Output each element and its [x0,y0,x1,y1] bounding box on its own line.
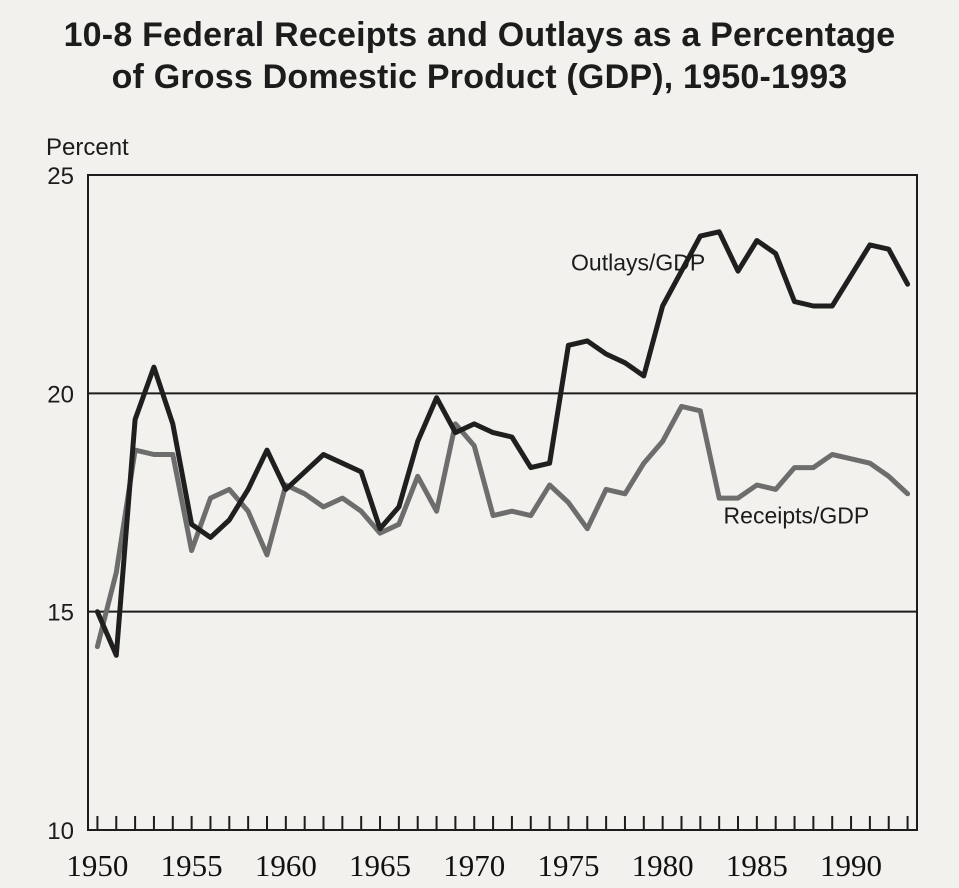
y-tick-label: 20 [47,381,74,408]
chart-title-line-1: 10-8 Federal Receipts and Outlays as a P… [63,16,896,54]
x-tick-label: 1980 [632,848,694,883]
x-tick-label: 1950 [66,848,128,883]
x-axis-ticks: 1950 1955 1960 1965 1970 1975 1980 1985 1990 [66,816,909,883]
x-tick-label: 1960 [255,848,317,883]
y-axis-label: Percent [46,134,129,161]
x-tick-label: 1970 [443,848,505,883]
x-tick-label: 1975 [537,848,599,883]
x-tick-label: 1965 [349,848,411,883]
x-tick-label: 1990 [820,848,882,883]
series-lines [94,229,911,658]
series-labels: Outlays/GDP Receipts/GDP [571,249,869,528]
series-label-outlays: Outlays/GDP [571,249,705,275]
series-line-receipts [94,403,911,650]
series-label-receipts: Receipts/GDP [724,503,870,529]
y-tick-label: 15 [47,600,74,627]
y-tick-label: 25 [47,163,74,190]
plot-frame [87,174,918,831]
chart-title: 10-8 Federal Receipts and Outlays as a P… [0,14,959,98]
series-line-outlays [94,229,911,658]
gridlines [88,174,917,613]
y-tick-label: 10 [47,818,74,845]
y-axis-ticks: 10 15 20 25 [47,163,74,845]
x-tick-label: 1955 [161,848,223,883]
x-tick-label: 1985 [726,848,788,883]
chart-title-line-2: of Gross Domestic Product (GDP), 1950-19… [111,58,848,96]
